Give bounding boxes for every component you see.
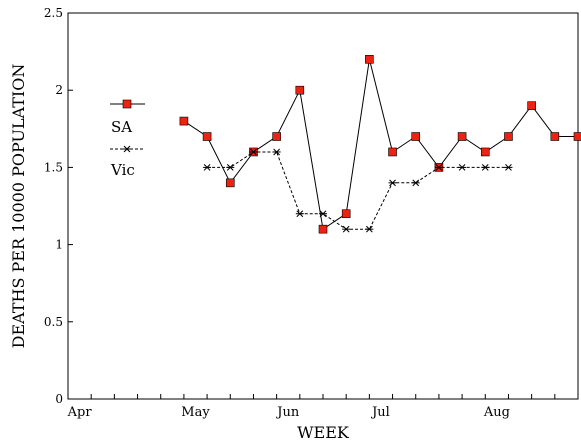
- y-tick-label: 0.5: [44, 315, 63, 329]
- y-axis: 0 0.5 1 1.5 2 2.5: [44, 6, 73, 406]
- data-point-vic: [249, 148, 258, 156]
- legend-item-vic: Vic: [110, 145, 145, 179]
- data-point-vic: [342, 225, 351, 233]
- data-point-sa: [573, 132, 581, 141]
- legend-label-vic: Vic: [110, 161, 135, 179]
- data-point-sa: [272, 132, 281, 141]
- data-point-sa: [411, 132, 421, 141]
- legend-item-sa: SA: [110, 99, 145, 136]
- data-point-vic: [411, 179, 420, 187]
- data-point-vic: [388, 179, 397, 187]
- data-point-sa: [388, 147, 397, 157]
- data-point-sa: [202, 132, 212, 141]
- marker-stroke: [458, 164, 466, 171]
- data-point-sa: [225, 178, 235, 188]
- marker-stroke: [273, 148, 280, 156]
- marker-stroke: [412, 179, 420, 187]
- y-tick-label: 2.5: [44, 6, 63, 20]
- x-tick-label: Aug: [483, 405, 510, 420]
- x-tick-label: May: [181, 405, 210, 420]
- y-tick-label: 1.5: [44, 160, 63, 174]
- data-point-sa: [318, 224, 328, 234]
- data-point-vic: [481, 164, 490, 171]
- marker-stroke: [203, 164, 211, 171]
- marker-stroke: [366, 225, 373, 233]
- data-point-vic: [365, 225, 374, 233]
- marker-stroke: [319, 210, 327, 218]
- marker-stroke: [435, 164, 443, 171]
- data-point-sa: [365, 55, 374, 64]
- marker-stroke: [342, 225, 350, 233]
- series-vic: [203, 148, 513, 233]
- y-tick-label: 2: [55, 83, 63, 97]
- data-point-vic: [434, 164, 443, 171]
- data-point-vic: [458, 164, 467, 171]
- data-point-vic: [272, 148, 281, 156]
- marker-stroke: [226, 164, 234, 171]
- legend-marker-sa: [122, 99, 132, 109]
- data-point-sa: [295, 85, 305, 95]
- data-point-sa: [480, 147, 490, 157]
- legend-label-sa: SA: [111, 118, 132, 136]
- data-point-vic: [504, 164, 513, 171]
- series-line-sa: [183, 59, 578, 231]
- data-point-sa: [504, 132, 513, 141]
- series-layer: [179, 55, 581, 234]
- x-tick-label: Apr: [67, 405, 93, 420]
- x-tick-label: Jul: [370, 405, 390, 420]
- data-point-sa: [341, 209, 351, 219]
- x-axis-title: WEEK: [297, 423, 350, 442]
- marker-stroke: [389, 179, 396, 187]
- data-point-vic: [295, 210, 304, 218]
- legend-marker-vic: [123, 145, 131, 153]
- data-point-vic: [319, 210, 327, 218]
- x-tick-label: Jun: [275, 405, 300, 420]
- data-point-vic: [226, 164, 235, 171]
- marker-stroke: [250, 148, 257, 156]
- marker-stroke: [296, 210, 304, 218]
- y-axis-title: DEATHS PER 10000 POPULATION: [9, 64, 28, 349]
- marker-stroke: [481, 164, 489, 171]
- data-point-vic: [203, 164, 212, 171]
- data-point-sa: [550, 132, 560, 141]
- marker-stroke: [123, 145, 131, 153]
- y-tick-label: 0: [55, 392, 63, 406]
- y-tick-label: 1: [55, 238, 63, 252]
- x-axis: Apr May Jun Jul Aug: [67, 394, 579, 420]
- marker-stroke: [505, 164, 512, 171]
- legend: SA Vic: [110, 99, 145, 179]
- data-point-sa: [179, 116, 189, 126]
- data-point-sa: [527, 101, 536, 110]
- data-point-sa: [457, 132, 467, 141]
